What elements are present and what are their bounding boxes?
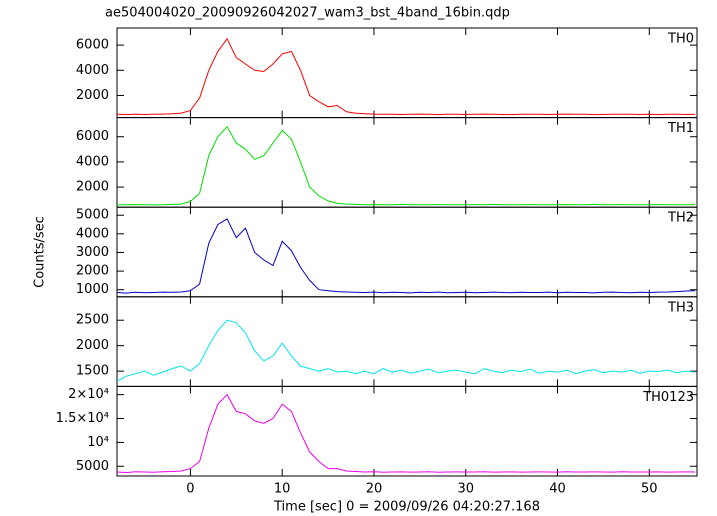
x-tick-label: 10 (274, 482, 291, 497)
y-tick-label: 2000 (76, 88, 109, 103)
y-axis-label: Counts/sec (33, 216, 48, 288)
y-tick-label: 1000 (76, 282, 109, 297)
y-tick-label: 2×10⁴ (68, 387, 109, 402)
y-tick-label: 5000 (76, 459, 109, 474)
y-tick-label: 2000 (76, 264, 109, 279)
y-tick-label: 4000 (76, 63, 109, 78)
panel-label: TH3 (667, 300, 694, 315)
x-tick-label: 0 (186, 482, 194, 497)
panel-label: TH0123 (642, 390, 694, 405)
panel-frame (116, 296, 698, 387)
chart-title: ae504004020_20090926042027_wam3_bst_4ban… (105, 6, 510, 21)
light-curve (116, 319, 696, 382)
y-tick-label: 4000 (76, 154, 109, 169)
y-tick-label: 5000 (76, 208, 109, 223)
y-tick-label: 1.5×10⁴ (56, 411, 109, 426)
y-tick-label: 2000 (76, 338, 109, 353)
y-tick-label: 6000 (76, 129, 109, 144)
y-tick-label: 3000 (76, 245, 109, 260)
x-tick-label: 50 (641, 482, 658, 497)
x-axis-label: Time [sec] 0 = 2009/09/26 04:20:27.168 (273, 500, 540, 515)
y-tick-label: 2500 (76, 313, 109, 328)
y-tick-label: 1500 (76, 364, 109, 379)
panel-label: TH0 (667, 32, 694, 47)
y-tick-label: 10⁴ (87, 435, 109, 450)
x-tick-label: 30 (457, 482, 474, 497)
x-tick-label: 40 (549, 482, 566, 497)
panel-frame (116, 117, 698, 208)
panel-label: TH1 (667, 121, 694, 136)
panel-label: TH2 (667, 211, 694, 226)
panel-frame (116, 206, 698, 298)
y-tick-label: 2000 (76, 180, 109, 195)
light-curve (116, 218, 696, 294)
panel-frame (116, 27, 698, 119)
light-curve (116, 393, 696, 474)
light-curve (116, 37, 696, 116)
y-tick-label: 4000 (76, 226, 109, 241)
light-curve (116, 125, 696, 206)
panel-frame (116, 385, 698, 477)
y-tick-label: 6000 (76, 38, 109, 53)
x-tick-label: 20 (366, 482, 383, 497)
